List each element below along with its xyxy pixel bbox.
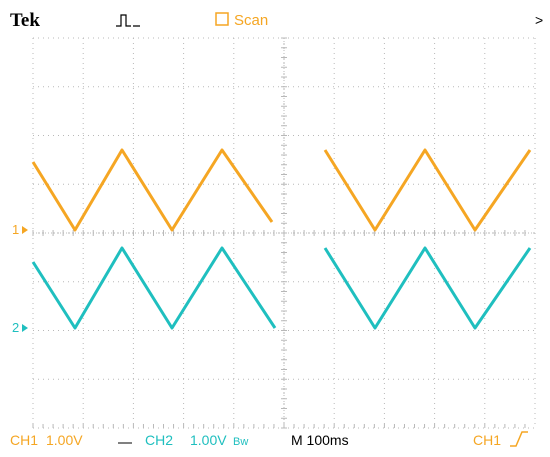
ch2-marker-arrow — [22, 324, 28, 332]
ch2-marker: 2 — [12, 320, 19, 335]
ch1-marker-arrow — [22, 226, 28, 234]
edge-marker: > — [535, 12, 543, 28]
scan-box — [215, 12, 229, 26]
ch2-bandwidth: Bw — [233, 436, 248, 448]
ch1-marker: 1 — [12, 222, 19, 237]
ch1-scale: 1.00V — [46, 432, 83, 448]
acquisition-icon — [116, 14, 140, 27]
brand: Tek — [10, 10, 40, 31]
trigger-slope-icon — [510, 431, 528, 447]
trigger-source: CH1 — [473, 432, 501, 448]
timebase: M 100ms — [291, 432, 349, 448]
ch2-trace — [323, 246, 532, 330]
ch2-trace — [31, 246, 277, 330]
ch1-trace — [323, 148, 532, 232]
graticule — [32, 37, 536, 429]
ch2-label: CH2 — [145, 432, 173, 448]
ch1-label: CH1 — [10, 432, 38, 448]
ch1-trace — [31, 148, 274, 232]
ch2-scale: 1.00V — [190, 432, 227, 448]
mode-label: Scan — [234, 12, 268, 29]
